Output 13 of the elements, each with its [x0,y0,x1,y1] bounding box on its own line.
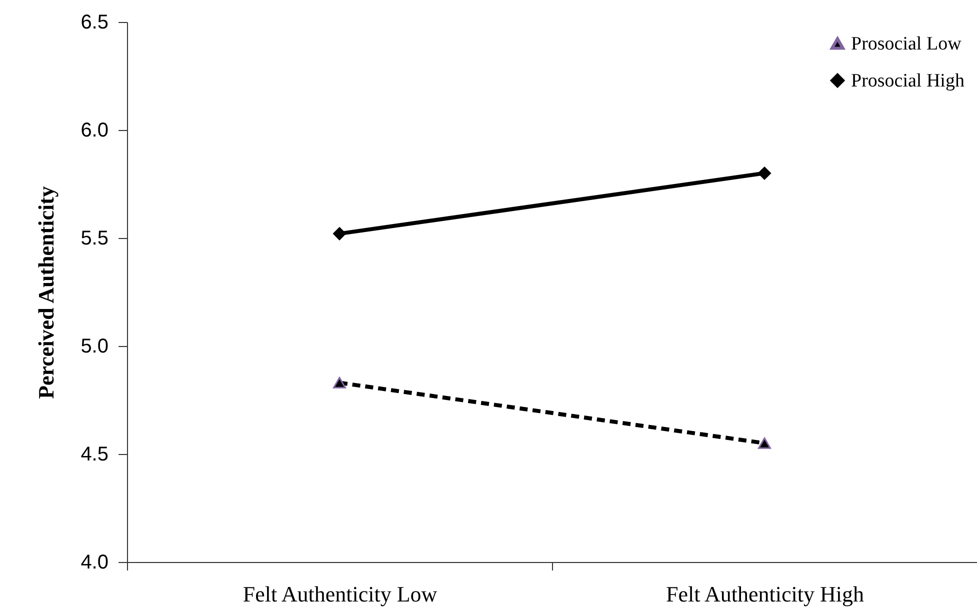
y-tick-label: 6.0 [80,120,108,142]
y-tick-label: 5.0 [80,336,108,358]
x-tick-label: Felt Authenticity High [666,582,864,606]
y-tick-label: 4.0 [80,552,108,574]
x-tick-label: Felt Authenticity Low [242,582,438,606]
y-axis-title: Perceived Authenticity [34,186,59,399]
legend-label: Prosocial High [851,70,965,92]
legend-label: Prosocial Low [851,34,962,54]
point [333,227,346,240]
point [758,166,771,180]
y-tick-label: 6.5 [80,12,108,34]
y-tick-label: 5.5 [80,228,108,250]
y-tick-label: 4.5 [80,444,108,466]
